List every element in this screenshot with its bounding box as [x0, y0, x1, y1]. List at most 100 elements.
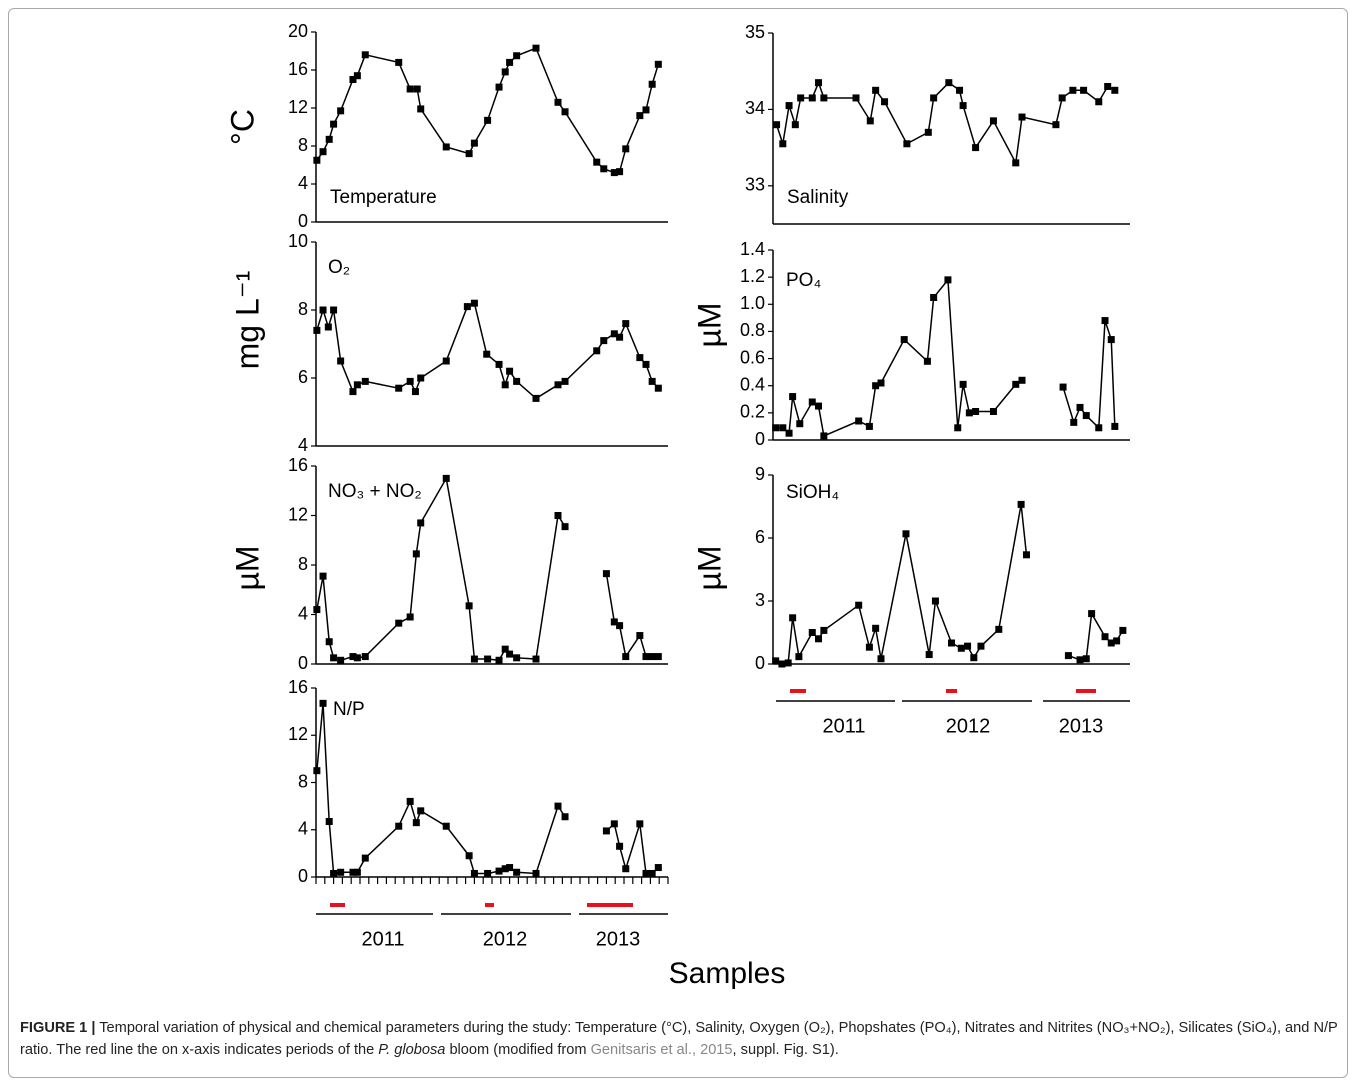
data-point — [1095, 98, 1103, 106]
data-point — [417, 807, 425, 815]
data-point — [1018, 376, 1026, 384]
year-label: 2011 — [822, 715, 865, 737]
data-point — [610, 820, 618, 828]
data-point — [506, 367, 514, 375]
y-tick-label: 3 — [755, 590, 765, 610]
data-point — [636, 112, 644, 120]
year-label: 2013 — [596, 928, 641, 950]
data-point — [877, 379, 885, 387]
data-point — [602, 570, 610, 578]
data-point — [495, 83, 503, 91]
data-point — [648, 377, 656, 385]
data-point — [1101, 633, 1109, 641]
data-point — [561, 813, 569, 821]
panel-label: NO₃ + NO₂ — [328, 481, 422, 502]
data-point — [1018, 113, 1026, 121]
data-point — [954, 424, 962, 432]
data-point — [501, 68, 509, 76]
data-point — [413, 85, 421, 93]
data-point — [513, 377, 521, 385]
bloom-markers — [330, 689, 1096, 907]
y-tick-label: 0 — [755, 653, 765, 673]
y-tick-label: 8 — [298, 554, 308, 574]
y-tick-label: 33 — [745, 175, 765, 195]
data-point — [779, 140, 787, 148]
data-point — [820, 432, 828, 440]
data-point — [465, 852, 473, 860]
data-point — [995, 625, 1003, 633]
data-point — [797, 94, 805, 102]
data-point — [337, 107, 345, 115]
data-point — [561, 523, 569, 531]
data-point — [785, 429, 793, 437]
data-point — [330, 654, 338, 662]
data-point — [349, 388, 357, 396]
data-point — [855, 417, 863, 425]
data-point — [1069, 86, 1077, 94]
data-point — [956, 86, 964, 94]
data-point — [972, 144, 980, 152]
data-point — [1012, 159, 1020, 167]
data-point — [989, 408, 997, 415]
data-point — [785, 102, 793, 110]
y-tick-label: 12 — [288, 97, 308, 117]
data-point — [989, 117, 997, 125]
y-tick-label: 0.6 — [740, 347, 765, 367]
data-point — [501, 865, 509, 873]
data-point — [554, 381, 562, 389]
data-point — [959, 102, 967, 110]
y-tick-label: 34 — [745, 98, 765, 118]
year-label: 2011 — [361, 928, 404, 950]
data-point — [925, 651, 933, 659]
data-point — [337, 868, 345, 876]
data-point — [855, 601, 863, 609]
caption-text: , suppl. Fig. S1). — [732, 1042, 839, 1058]
data-point — [636, 632, 644, 640]
data-point — [610, 169, 618, 177]
data-point — [642, 360, 650, 368]
data-point — [610, 330, 618, 338]
y-tick-label: 12 — [288, 504, 308, 524]
chart: 2011 2012 2013 2011 2012 2013 Samples 04… — [224, 21, 1130, 990]
data-point — [1022, 551, 1030, 559]
data-point — [972, 408, 980, 415]
data-point — [361, 51, 369, 59]
data-point — [411, 388, 419, 396]
data-point — [959, 380, 967, 388]
data-point — [852, 94, 860, 102]
data-point — [406, 377, 414, 385]
figure-frame — [8, 8, 1348, 1078]
data-point — [532, 44, 540, 52]
data-point — [964, 642, 972, 650]
data-point — [465, 602, 473, 610]
data-point — [772, 657, 780, 665]
data-point — [412, 819, 420, 827]
data-point — [1064, 652, 1072, 660]
y-tick-label: 0 — [298, 866, 308, 886]
caption-text: bloom (modified from — [445, 1042, 591, 1058]
data-point — [1111, 86, 1119, 94]
y-tick-label: 0.2 — [740, 402, 765, 422]
data-point — [948, 639, 955, 647]
y-tick-label: 16 — [288, 455, 308, 475]
data-point — [319, 306, 327, 314]
y-tick-label: 20 — [288, 21, 308, 41]
data-point — [642, 869, 650, 877]
data-point — [622, 320, 630, 328]
caption-reference[interactable]: Genitsaris et al., 2015 — [590, 1042, 733, 1058]
data-point — [313, 326, 321, 334]
panel-label: O₂ — [328, 257, 350, 278]
data-point — [1052, 121, 1060, 129]
data-point — [593, 347, 601, 355]
data-point — [930, 294, 938, 301]
data-point — [1012, 380, 1020, 388]
data-point — [923, 357, 931, 365]
data-point — [1119, 626, 1127, 634]
data-point — [815, 79, 823, 87]
data-point — [944, 276, 952, 284]
data-point — [353, 381, 361, 389]
data-point — [470, 655, 478, 663]
y-tick-label: 9 — [755, 464, 765, 484]
data-point — [442, 822, 450, 830]
data-point — [337, 656, 345, 664]
